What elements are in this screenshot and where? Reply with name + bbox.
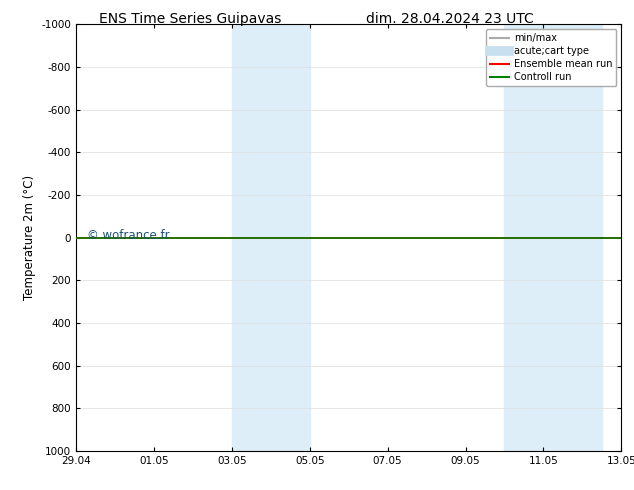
Bar — [232, 24, 310, 451]
Bar — [505, 24, 602, 451]
Y-axis label: Temperature 2m (°C): Temperature 2m (°C) — [23, 175, 36, 300]
Text: dim. 28.04.2024 23 UTC: dim. 28.04.2024 23 UTC — [366, 12, 534, 26]
Text: ENS Time Series Guipavas: ENS Time Series Guipavas — [99, 12, 281, 26]
Legend: min/max, acute;cart type, Ensemble mean run, Controll run: min/max, acute;cart type, Ensemble mean … — [486, 29, 616, 86]
Text: © wofrance.fr: © wofrance.fr — [87, 229, 170, 242]
